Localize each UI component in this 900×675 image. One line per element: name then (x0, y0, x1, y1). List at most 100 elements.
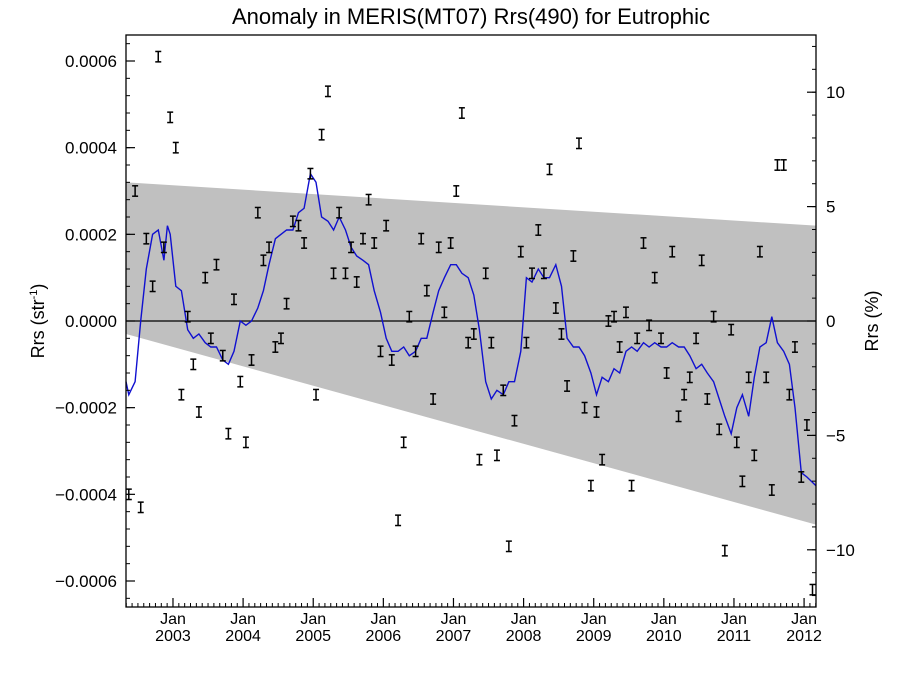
monthly-anomaly-point (283, 297, 290, 310)
monthly-anomaly-point (395, 514, 402, 527)
monthly-anomaly-point (581, 401, 588, 414)
x-tick-year-label: 2008 (506, 628, 542, 645)
monthly-anomaly-point (669, 245, 676, 258)
monthly-anomaly-point (675, 410, 682, 423)
x-tick-month-label: Jan (300, 611, 326, 628)
x-tick-year-label: 2009 (576, 628, 612, 645)
y-axis-label-right: Rrs (%) (862, 291, 882, 352)
left-tick-label: −0.0006 (55, 572, 117, 591)
monthly-anomaly-point (593, 406, 600, 418)
x-tick-year-label: 2003 (155, 628, 191, 645)
monthly-anomaly-point (441, 306, 448, 319)
monthly-anomaly-point (400, 436, 407, 449)
monthly-anomaly-point (681, 388, 688, 401)
monthly-anomaly-point (254, 206, 261, 219)
monthly-anomaly-point (693, 332, 700, 345)
monthly-anomaly-point (178, 388, 185, 401)
monthly-anomaly-point (803, 419, 810, 431)
monthly-anomaly-point (132, 185, 139, 197)
monthly-anomaly-point (272, 341, 279, 353)
smoothed-line-layer (125, 171, 817, 487)
monthly-anomaly-point (698, 254, 705, 267)
monthly-anomaly-point (564, 380, 571, 392)
monthly-anomaly-point (587, 479, 594, 492)
monthly-anomaly-point (511, 414, 518, 427)
monthly-anomaly-point (418, 232, 425, 245)
monthly-anomaly-point (575, 137, 582, 150)
monthly-anomaly-point (768, 484, 775, 496)
monthly-anomaly-point (517, 245, 524, 258)
monthly-anomaly-point (377, 345, 384, 358)
monthly-anomaly-point (570, 250, 577, 262)
monthly-anomaly-point (599, 453, 606, 466)
monthly-anomaly-point (225, 427, 232, 440)
x-tick-year-label: 2005 (295, 628, 331, 645)
monthly-anomaly-point (219, 349, 226, 362)
monthly-anomaly-point (423, 284, 430, 297)
monthly-anomaly-point (266, 241, 273, 254)
x-tick-month-label: Jan (230, 611, 256, 628)
monthly-anomaly-point (330, 267, 337, 280)
monthly-anomaly-point (307, 167, 314, 180)
left-tick-label: −0.0002 (55, 399, 117, 418)
x-tick-year-label: 2007 (436, 628, 472, 645)
uncertainty-band (126, 182, 816, 525)
monthly-anomaly-point (663, 367, 670, 379)
monthly-anomaly-point (791, 341, 798, 353)
x-tick-month-label: Jan (370, 611, 396, 628)
monthly-anomaly-point (535, 224, 542, 236)
monthly-anomaly-point (435, 241, 442, 254)
x-tick-year-label: 2004 (225, 628, 261, 645)
monthly-anomaly-point (149, 280, 156, 293)
monthly-anomaly-point (353, 276, 360, 288)
axis-layer: 0.0006 0.0004 0.0002 0.0000 −0.0002 −0.0004 −0… (55, 43, 855, 645)
monthly-anomaly-point (371, 237, 378, 249)
monthly-anomaly-point (482, 267, 489, 280)
monthly-anomaly-point (213, 258, 220, 271)
monthly-anomaly-point (745, 371, 752, 384)
monthly-anomaly-point (605, 315, 612, 327)
monthly-anomaly-point (710, 310, 717, 323)
monthly-anomaly-point (658, 332, 665, 345)
monthly-anomaly-point (324, 85, 331, 98)
monthly-anomaly-point (716, 423, 723, 436)
right-tick-label: −10 (826, 541, 855, 560)
monthly-anomaly-point (552, 302, 559, 314)
left-tick-label: 0.0000 (65, 312, 117, 331)
monthly-anomaly-point (365, 193, 372, 206)
x-tick-month-label: Jan (581, 611, 607, 628)
monthly-anomaly-point (248, 354, 255, 366)
x-tick-month-label: Jan (651, 611, 677, 628)
errorbar-layer (125, 50, 816, 596)
monthly-anomaly-point (686, 371, 693, 384)
uncertainty-band-layer (126, 182, 816, 525)
monthly-anomaly-point (733, 436, 740, 449)
monthly-anomaly-point (739, 475, 746, 488)
monthly-anomaly-point (430, 393, 437, 405)
monthly-anomaly-point (476, 453, 483, 466)
monthly-anomaly-point (383, 219, 390, 232)
monthly-anomaly-point (500, 384, 507, 397)
monthly-anomaly-point (763, 371, 770, 384)
monthly-anomaly-point (470, 328, 477, 340)
monthly-anomaly-point (301, 237, 308, 249)
x-tick-month-label: Jan (160, 611, 186, 628)
monthly-anomaly-point (295, 219, 302, 232)
monthly-anomaly-point (616, 341, 623, 353)
monthly-anomaly-point (611, 310, 618, 323)
monthly-anomaly-point (634, 332, 641, 345)
x-tick-month-label: Jan (791, 611, 817, 628)
monthly-anomaly-point (167, 111, 174, 124)
right-tick-label: 0 (826, 312, 835, 331)
y-axis-label-left: Rrs (str-1) (28, 284, 48, 359)
x-tick-month-label: Jan (511, 611, 537, 628)
monthly-anomaly-point (523, 336, 530, 349)
chart-title: Anomaly in MERIS(MT07) Rrs(490) for Eutr… (232, 4, 710, 29)
monthly-anomaly-point (646, 319, 653, 332)
monthly-anomaly-point (465, 336, 472, 349)
monthly-anomaly-point (342, 267, 349, 280)
monthly-anomaly-point (774, 159, 781, 171)
monthly-anomaly-point (488, 336, 495, 349)
monthly-anomaly-point (453, 185, 460, 197)
